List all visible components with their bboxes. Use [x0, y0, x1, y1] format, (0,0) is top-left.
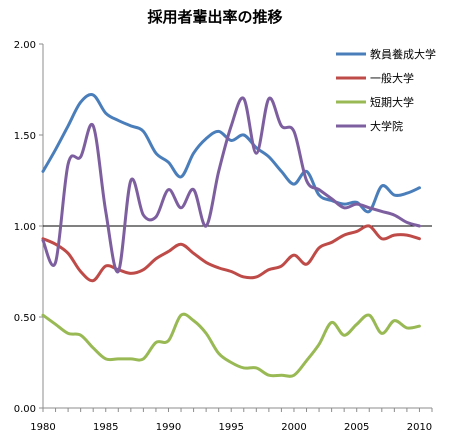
x-tick-label: 1980 — [30, 422, 55, 433]
legend-label: 教員養成大学 — [370, 47, 436, 61]
y-tick-label: 1.00 — [14, 222, 36, 233]
x-tick-label: 2000 — [281, 422, 306, 433]
y-tick-label: 2.00 — [14, 40, 36, 51]
y-tick-label: 0.50 — [14, 313, 36, 324]
x-tick-label: 1985 — [93, 422, 118, 433]
x-tick-label: 2005 — [344, 422, 369, 433]
legend-label: 大学院 — [370, 119, 403, 133]
series-line-ippan — [41, 224, 421, 283]
x-tick-label: 1990 — [156, 422, 181, 433]
series-line-daigakuin — [41, 96, 421, 274]
chart-title: 採用者輩出率の推移 — [147, 8, 283, 26]
y-tick-label: 1.50 — [14, 131, 36, 142]
x-tick-label: 1995 — [218, 422, 243, 433]
series-line-tanki — [41, 312, 421, 378]
y-tick-label: 0.00 — [14, 404, 36, 415]
series-line-kyoin — [41, 93, 421, 214]
x-tick-label: 2010 — [407, 422, 432, 433]
legend-label: 一般大学 — [370, 71, 414, 85]
legend-label: 短期大学 — [370, 95, 414, 109]
